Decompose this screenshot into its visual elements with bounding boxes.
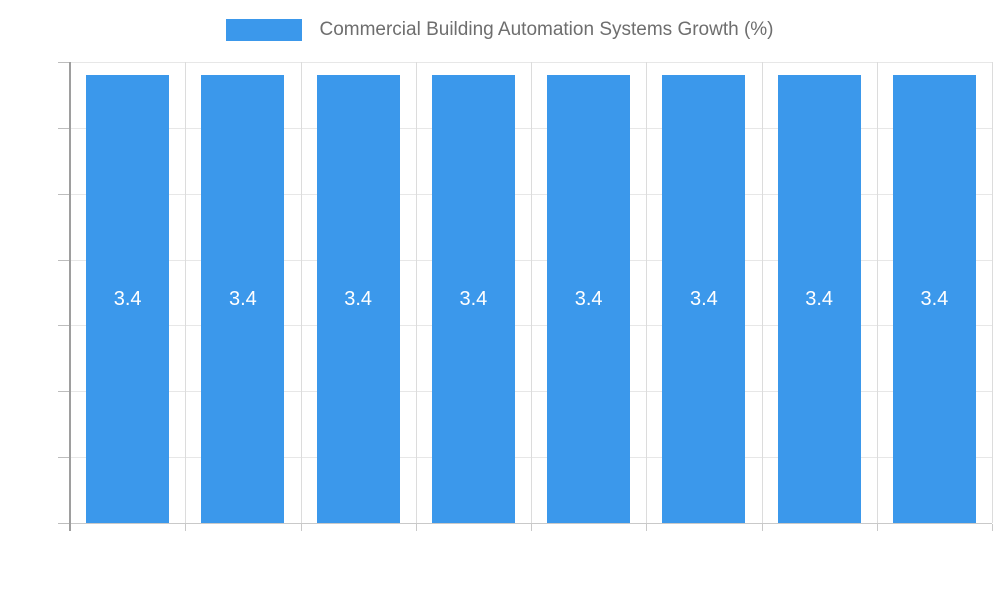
gridline-vertical <box>992 62 993 523</box>
y-axis-tick <box>58 523 70 524</box>
gridline-vertical <box>185 62 187 523</box>
y-axis-tick <box>58 457 70 459</box>
gridline-vertical <box>415 62 417 523</box>
bar[interactable]: 3.4 <box>201 75 285 523</box>
y-axis-tick-label <box>0 380 56 402</box>
y-axis-tick <box>58 325 70 327</box>
gridline-vertical <box>876 62 878 523</box>
bar[interactable]: 3.4 <box>547 75 631 523</box>
y-axis-tick-label <box>0 249 56 271</box>
bar-value-label: 3.4 <box>920 287 949 310</box>
x-axis-tick <box>761 524 763 531</box>
y-axis-tick-label <box>0 512 56 534</box>
x-axis-tick <box>646 524 648 531</box>
y-axis-tick <box>58 259 70 261</box>
y-axis-tick-label <box>0 183 56 205</box>
gridline-vertical <box>300 62 302 523</box>
y-axis-tick <box>58 127 70 129</box>
gridline-vertical <box>761 62 763 523</box>
gridline-vertical <box>646 62 648 523</box>
gridline-vertical <box>531 62 532 523</box>
bar-value-label: 3.4 <box>805 287 834 310</box>
legend-swatch <box>226 19 303 41</box>
bar[interactable]: 3.4 <box>777 75 861 523</box>
legend-label: Commercial Building Automation Systems G… <box>319 19 774 40</box>
y-axis-tick-label <box>0 446 56 468</box>
x-axis-tick <box>531 524 532 531</box>
y-axis-tick-label <box>0 314 56 336</box>
bar[interactable]: 3.4 <box>316 75 400 523</box>
x-axis-tick <box>992 524 993 531</box>
y-axis-tick-label <box>0 117 56 139</box>
bar[interactable]: 3.4 <box>431 75 515 523</box>
y-axis-tick <box>58 193 70 195</box>
x-axis-line <box>70 523 992 524</box>
x-axis-tick <box>185 524 187 531</box>
x-axis-tick <box>415 524 417 531</box>
x-axis-tick <box>300 524 302 531</box>
bar-value-label: 3.4 <box>344 287 373 310</box>
bar-value-label: 3.4 <box>574 287 603 310</box>
y-axis-tick <box>58 62 70 63</box>
bar[interactable]: 3.4 <box>892 75 976 523</box>
legend[interactable]: Commercial Building Automation Systems G… <box>0 18 1000 42</box>
bar-value-label: 3.4 <box>113 287 142 310</box>
bar[interactable]: 3.4 <box>86 75 170 523</box>
bar-value-label: 3.4 <box>459 287 488 310</box>
y-axis-line <box>69 62 71 531</box>
bar-value-label: 3.4 <box>689 287 718 310</box>
bar-value-label: 3.4 <box>228 287 257 310</box>
bar[interactable]: 3.4 <box>662 75 746 523</box>
y-axis-tick-label <box>0 51 56 73</box>
x-axis-tick <box>876 524 878 531</box>
y-axis-tick <box>58 391 70 393</box>
